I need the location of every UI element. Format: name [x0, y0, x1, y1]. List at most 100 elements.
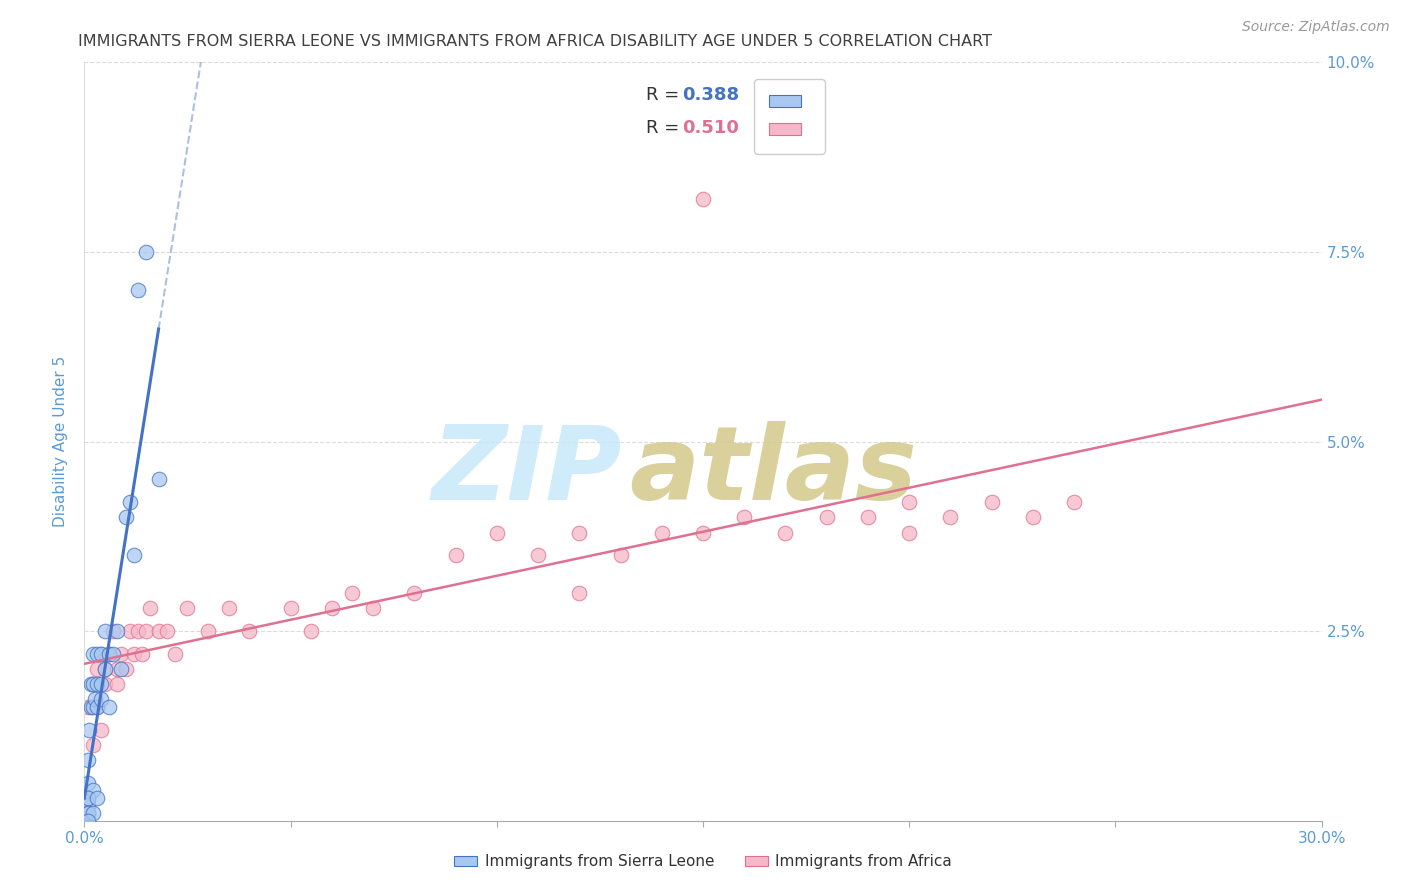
Point — [94, 662, 117, 676]
Text: R =: R = — [647, 120, 685, 137]
Point — [1063, 495, 1085, 509]
Point — [444, 548, 467, 563]
Point — [77, 699, 100, 714]
Point — [127, 624, 149, 639]
Point — [75, 806, 97, 821]
Point — [86, 699, 108, 714]
Point — [105, 624, 128, 639]
Point — [110, 647, 132, 661]
Point — [90, 647, 112, 661]
Point — [568, 586, 591, 600]
Point — [90, 692, 112, 706]
Point — [98, 699, 121, 714]
Point — [1022, 510, 1045, 524]
Point — [898, 525, 921, 540]
Point — [118, 624, 141, 639]
Text: R =: R = — [647, 86, 685, 104]
Point — [135, 244, 157, 259]
Point — [122, 647, 145, 661]
Point — [131, 647, 153, 661]
Point — [165, 647, 187, 661]
Text: ZIP: ZIP — [432, 421, 623, 523]
Legend: , : , — [755, 79, 825, 153]
Point — [197, 624, 219, 639]
Point — [404, 586, 426, 600]
Point — [815, 510, 838, 524]
Point — [79, 677, 101, 691]
Text: atlas: atlas — [628, 421, 917, 523]
Point — [94, 677, 117, 691]
Point — [299, 624, 322, 639]
Point — [76, 791, 98, 805]
Point — [98, 647, 121, 661]
Point — [127, 283, 149, 297]
Point — [238, 624, 260, 639]
Point — [103, 647, 125, 661]
Point — [342, 586, 364, 600]
Point — [485, 525, 508, 540]
Point — [94, 624, 117, 639]
Point — [77, 798, 100, 813]
Point — [856, 510, 879, 524]
Point — [77, 791, 100, 805]
Point — [86, 677, 108, 691]
Point — [105, 662, 128, 676]
Point — [361, 601, 384, 615]
Point — [139, 601, 162, 615]
Point — [609, 548, 631, 563]
Point — [82, 677, 104, 691]
Point — [527, 548, 550, 563]
Text: 53: 53 — [794, 120, 820, 137]
Text: 0.510: 0.510 — [682, 120, 738, 137]
Point — [77, 776, 100, 790]
Point — [82, 647, 104, 661]
Point — [568, 525, 591, 540]
Point — [733, 510, 755, 524]
Text: N =: N = — [759, 120, 800, 137]
Point — [692, 525, 714, 540]
Point — [98, 647, 121, 661]
Point — [79, 723, 101, 737]
Point — [90, 723, 112, 737]
Point — [651, 525, 673, 540]
Point — [176, 601, 198, 615]
Point — [118, 495, 141, 509]
Point — [110, 662, 132, 676]
Point — [82, 699, 104, 714]
Point — [79, 699, 101, 714]
Text: 0.388: 0.388 — [682, 86, 740, 104]
Point — [114, 662, 136, 676]
Text: 39: 39 — [794, 86, 820, 104]
Legend: Immigrants from Sierra Leone, Immigrants from Africa: Immigrants from Sierra Leone, Immigrants… — [449, 848, 957, 875]
Y-axis label: Disability Age Under 5: Disability Age Under 5 — [53, 356, 69, 527]
Point — [75, 814, 97, 828]
Point — [86, 699, 108, 714]
Point — [90, 677, 112, 691]
Point — [775, 525, 797, 540]
Text: N =: N = — [759, 86, 800, 104]
Point — [77, 814, 100, 828]
Point — [939, 510, 962, 524]
Point — [280, 601, 302, 615]
Point — [321, 601, 343, 615]
Point — [122, 548, 145, 563]
Point — [82, 677, 104, 691]
Point — [114, 510, 136, 524]
Point — [90, 647, 112, 661]
Point — [103, 624, 125, 639]
Point — [82, 738, 104, 752]
Point — [898, 495, 921, 509]
Point — [980, 495, 1002, 509]
Point — [82, 806, 104, 821]
Point — [76, 806, 98, 821]
Point — [77, 806, 100, 821]
Point — [94, 662, 117, 676]
Point — [218, 601, 240, 615]
Point — [135, 624, 157, 639]
Point — [82, 783, 104, 797]
Point — [77, 753, 100, 767]
Text: IMMIGRANTS FROM SIERRA LEONE VS IMMIGRANTS FROM AFRICA DISABILITY AGE UNDER 5 CO: IMMIGRANTS FROM SIERRA LEONE VS IMMIGRAN… — [79, 34, 993, 49]
Point — [83, 692, 105, 706]
Text: Source: ZipAtlas.com: Source: ZipAtlas.com — [1241, 20, 1389, 34]
Point — [86, 647, 108, 661]
